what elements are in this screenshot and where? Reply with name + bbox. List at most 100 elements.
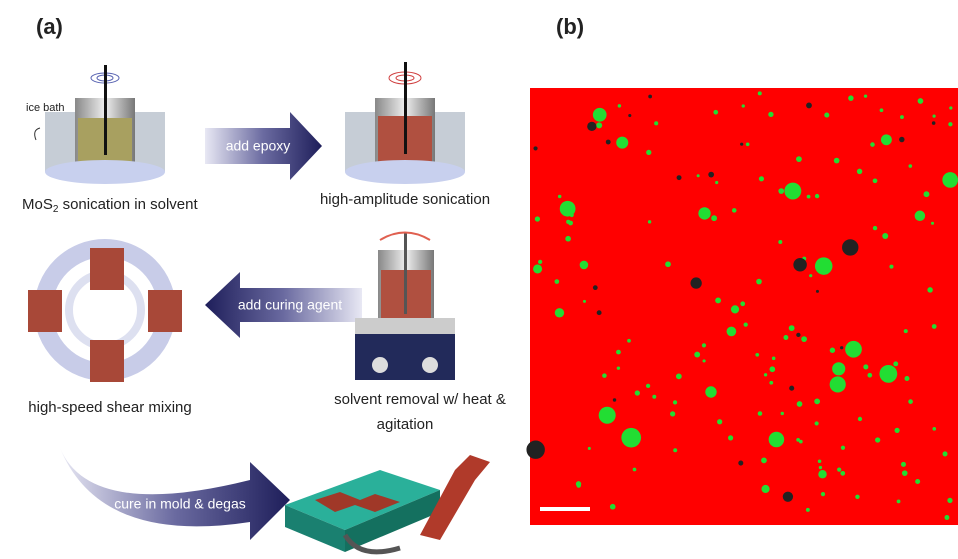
particle (875, 437, 880, 442)
particle (932, 121, 936, 125)
particle (902, 470, 908, 476)
particle (617, 366, 620, 369)
particle (818, 460, 822, 464)
particle (948, 122, 952, 126)
particle (746, 142, 750, 146)
particle (533, 146, 537, 150)
particle (772, 357, 776, 361)
arrow-label: cure in mold & degas (114, 496, 246, 512)
particle (740, 143, 743, 146)
particle (821, 492, 825, 496)
particle (889, 265, 893, 269)
particle (769, 432, 785, 448)
particle (858, 417, 862, 421)
particle (599, 407, 616, 424)
particle (932, 427, 936, 431)
particle (915, 479, 920, 484)
particle (717, 419, 722, 424)
step-label: high-speed shear mixing (28, 399, 191, 416)
particle (801, 336, 807, 342)
particle (797, 401, 803, 407)
particle (834, 158, 840, 164)
step-label: solvent removal w/ heat & (334, 391, 506, 408)
particle (897, 500, 901, 504)
particle (943, 451, 948, 456)
particle (840, 471, 845, 476)
particle (555, 308, 564, 317)
particle (727, 327, 737, 337)
particle (526, 440, 544, 458)
particle (758, 91, 762, 95)
annotation: ice bath (26, 102, 65, 114)
beaker-epoxy (345, 62, 465, 184)
particle (759, 176, 764, 181)
beaker-ice (35, 65, 165, 184)
particle (932, 324, 937, 329)
particle (558, 195, 561, 198)
particle (783, 335, 788, 340)
particle (554, 279, 559, 284)
particle (873, 226, 877, 230)
particle (815, 421, 819, 425)
particle (732, 208, 737, 213)
particle (744, 323, 748, 327)
arrow (60, 448, 290, 540)
particle (758, 411, 763, 416)
particle (566, 220, 570, 224)
figure: (a) (b) ice bath MoS2 sonication in solv… (0, 0, 958, 559)
particle (728, 435, 733, 440)
particle (778, 240, 782, 244)
particle (740, 301, 745, 306)
particle (845, 341, 862, 358)
particle (781, 412, 784, 415)
particle (570, 213, 574, 217)
particle (648, 95, 652, 99)
particle (538, 260, 542, 264)
scale-bar (540, 507, 590, 511)
particle (908, 164, 912, 168)
particle (832, 362, 845, 375)
particle (840, 346, 843, 349)
particle (904, 376, 909, 381)
particle (841, 446, 845, 450)
particle (697, 174, 700, 177)
particle (816, 290, 819, 293)
particle (900, 115, 904, 119)
particle (713, 110, 718, 115)
panel-label: (b) (556, 14, 584, 39)
panel-label: (a) (36, 14, 63, 39)
particle (593, 285, 598, 290)
particle (806, 508, 810, 512)
particle (646, 150, 651, 155)
particle (715, 298, 721, 304)
particle (648, 220, 651, 223)
particle (815, 194, 819, 198)
particle (893, 361, 898, 366)
particle (789, 386, 794, 391)
particle (616, 350, 621, 355)
particle (901, 462, 906, 467)
particle (597, 310, 602, 315)
particle (769, 366, 775, 372)
particle (915, 211, 926, 222)
particle (761, 457, 767, 463)
particle (613, 398, 616, 401)
particle (924, 191, 930, 197)
particle (796, 333, 800, 337)
particle (621, 428, 641, 448)
particle (814, 398, 820, 404)
particle (694, 352, 700, 358)
particle (942, 172, 958, 188)
particle (705, 386, 716, 397)
particle (677, 175, 682, 180)
particle (698, 207, 710, 219)
particle (818, 470, 826, 478)
particle (635, 390, 640, 395)
step-label: MoS2 sonication in solvent (22, 196, 198, 215)
particle (783, 492, 793, 502)
particle (580, 261, 589, 270)
shear-mixing (28, 248, 182, 382)
particle (824, 113, 829, 118)
particle (708, 172, 714, 178)
particle (602, 373, 607, 378)
